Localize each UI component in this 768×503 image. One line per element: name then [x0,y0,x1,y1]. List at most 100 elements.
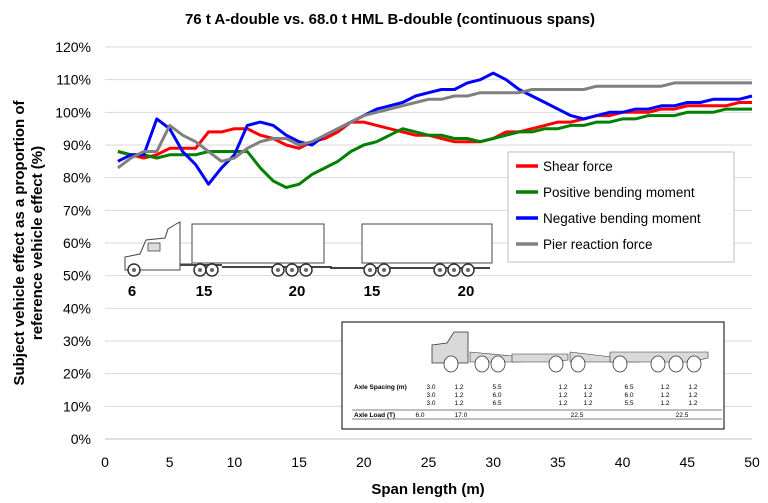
inset-wheel [650,355,666,373]
inset-spacing-value: 6.0 [492,392,501,399]
wheel-hub [210,268,214,272]
inset-spacing-value: 1.2 [660,392,669,399]
inset-load-value: 17.0 [455,412,468,419]
inset-wheel [668,355,684,373]
axle-group-label: 15 [364,283,381,300]
y-tick-label: 40% [63,300,91,316]
x-tick-label: 0 [101,454,109,470]
wheel-hub [290,268,294,272]
axle-group-label: 6 [128,283,136,300]
inset-load-value: 22.5 [676,412,689,419]
inset-spacing-value: 3.0 [426,384,435,391]
series-line-4 [116,81,752,170]
inset-spacing-value: 1.2 [454,384,463,391]
legend-label: Positive bending moment [543,185,695,200]
x-axis-label: Span length (m) [371,481,484,498]
series-line-1 [117,101,752,160]
inset-wheel [548,355,564,373]
inset-wheel [612,355,628,373]
inset-wheel [443,355,459,373]
data-series [116,71,753,189]
y-tick-label: 90% [63,137,91,153]
wheel-hub [132,268,136,272]
axle-group-labels: 6 15 20 15 20 [128,283,475,300]
inset-spacing-value: 1.2 [583,392,592,399]
inset-spacing-value: 1.2 [688,392,697,399]
y-tick-label: 50% [63,268,91,284]
series-line-2 [117,107,752,189]
inset-wheel [686,355,702,373]
y-tick-label: 70% [63,202,91,218]
axle-group-label: 20 [289,283,306,300]
y-tick-label: 100% [55,104,91,120]
x-tick-label: 50 [744,454,760,470]
legend-label: Pier reaction force [543,237,653,252]
inset-wheel [570,355,586,373]
wheel-hub [276,268,280,272]
axle-group-label: 15 [196,283,213,300]
inset-wheels [443,355,702,373]
y-tick-label: 120% [55,39,91,55]
series-line-3 [117,71,753,186]
inset-spacing-value: 5.5 [624,400,633,407]
inset-spacing-value: 5.5 [492,384,501,391]
x-tick-label: 5 [166,454,174,470]
wheel-hub [438,268,442,272]
inset-spacing-value: 1.2 [583,384,592,391]
y-axis-label-line2: reference vehicle effect (%) [29,146,46,340]
x-tick-label: 30 [485,454,501,470]
wheel-hub [368,268,372,272]
wheel-hub [452,268,456,272]
inset-load-label: Axle Load (T) [354,412,395,419]
inset-spacing-value: 1.2 [454,392,463,399]
y-tick-label: 20% [63,366,91,382]
inset-spacing-value: 1.2 [688,400,697,407]
y-tick-label: 60% [63,235,91,251]
inset-load-value: 22.5 [571,412,584,419]
wheel-hub [382,268,386,272]
wheel-hub [198,268,202,272]
legend-label: Negative bending moment [543,211,701,226]
inset-spacing-value: 1.2 [454,400,463,407]
inset-spacing-value: 1.2 [583,400,592,407]
inset-spacing-label: Axle Spacing (m) [354,384,407,391]
inset-spacing-value: 3.0 [426,400,435,407]
inset-spacing-value: 1.2 [558,384,567,391]
x-tick-label: 10 [227,454,243,470]
x-tick-labels: 0 5 10 15 20 25 30 35 40 45 50 [101,454,760,470]
legend: Shear force Positive bending moment Negati… [507,151,735,263]
y-tick-label: 80% [63,170,91,186]
inset-wheel [490,355,506,373]
x-tick-label: 15 [291,454,307,470]
inset-spacing-value: 6.0 [624,392,633,399]
inset-spacing-value: 1.2 [688,384,697,391]
x-tick-label: 25 [421,454,437,470]
inset-spacing-value: 6.5 [624,384,633,391]
inset-spacing-value: 3.0 [426,392,435,399]
y-tick-label: 0% [71,431,91,447]
x-tick-label: 35 [550,454,566,470]
legend-label: Shear force [543,159,613,174]
axle-group-label: 20 [458,283,475,300]
x-tick-label: 45 [680,454,696,470]
chart-title: 76 t A-double vs. 68.0 t HML B-double (c… [185,11,595,28]
y-tick-label: 30% [63,333,91,349]
y-tick-label: 10% [63,398,91,414]
y-axis-label-line1: Subject vehicle effect as a proportion o… [11,99,28,385]
axle-configuration-inset: Axle Spacing (m) Axle Load (T) 3.0 1.2 5.5… [341,321,725,430]
inset-spacing-value: 1.2 [558,400,567,407]
inset-table-values: 3.0 1.2 5.5 1.2 1.2 6.5 1.2 1.23.0 1.2 6.0 1.2 1.2 6… [415,384,697,419]
inset-wheel [474,355,490,373]
y-tick-label: 110% [56,72,91,88]
wheel-hub [466,268,470,272]
inset-spacing-value: 1.2 [660,400,669,407]
inset-spacing-value: 1.2 [558,392,567,399]
wheel-hub [304,268,308,272]
inset-spacing-value: 1.2 [660,384,669,391]
inset-spacing-value: 6.5 [492,400,501,407]
inset-load-value: 6.0 [415,412,424,419]
truck-wheels [127,263,475,277]
x-tick-label: 20 [356,454,372,470]
a-double-truck-illustration [124,221,493,277]
